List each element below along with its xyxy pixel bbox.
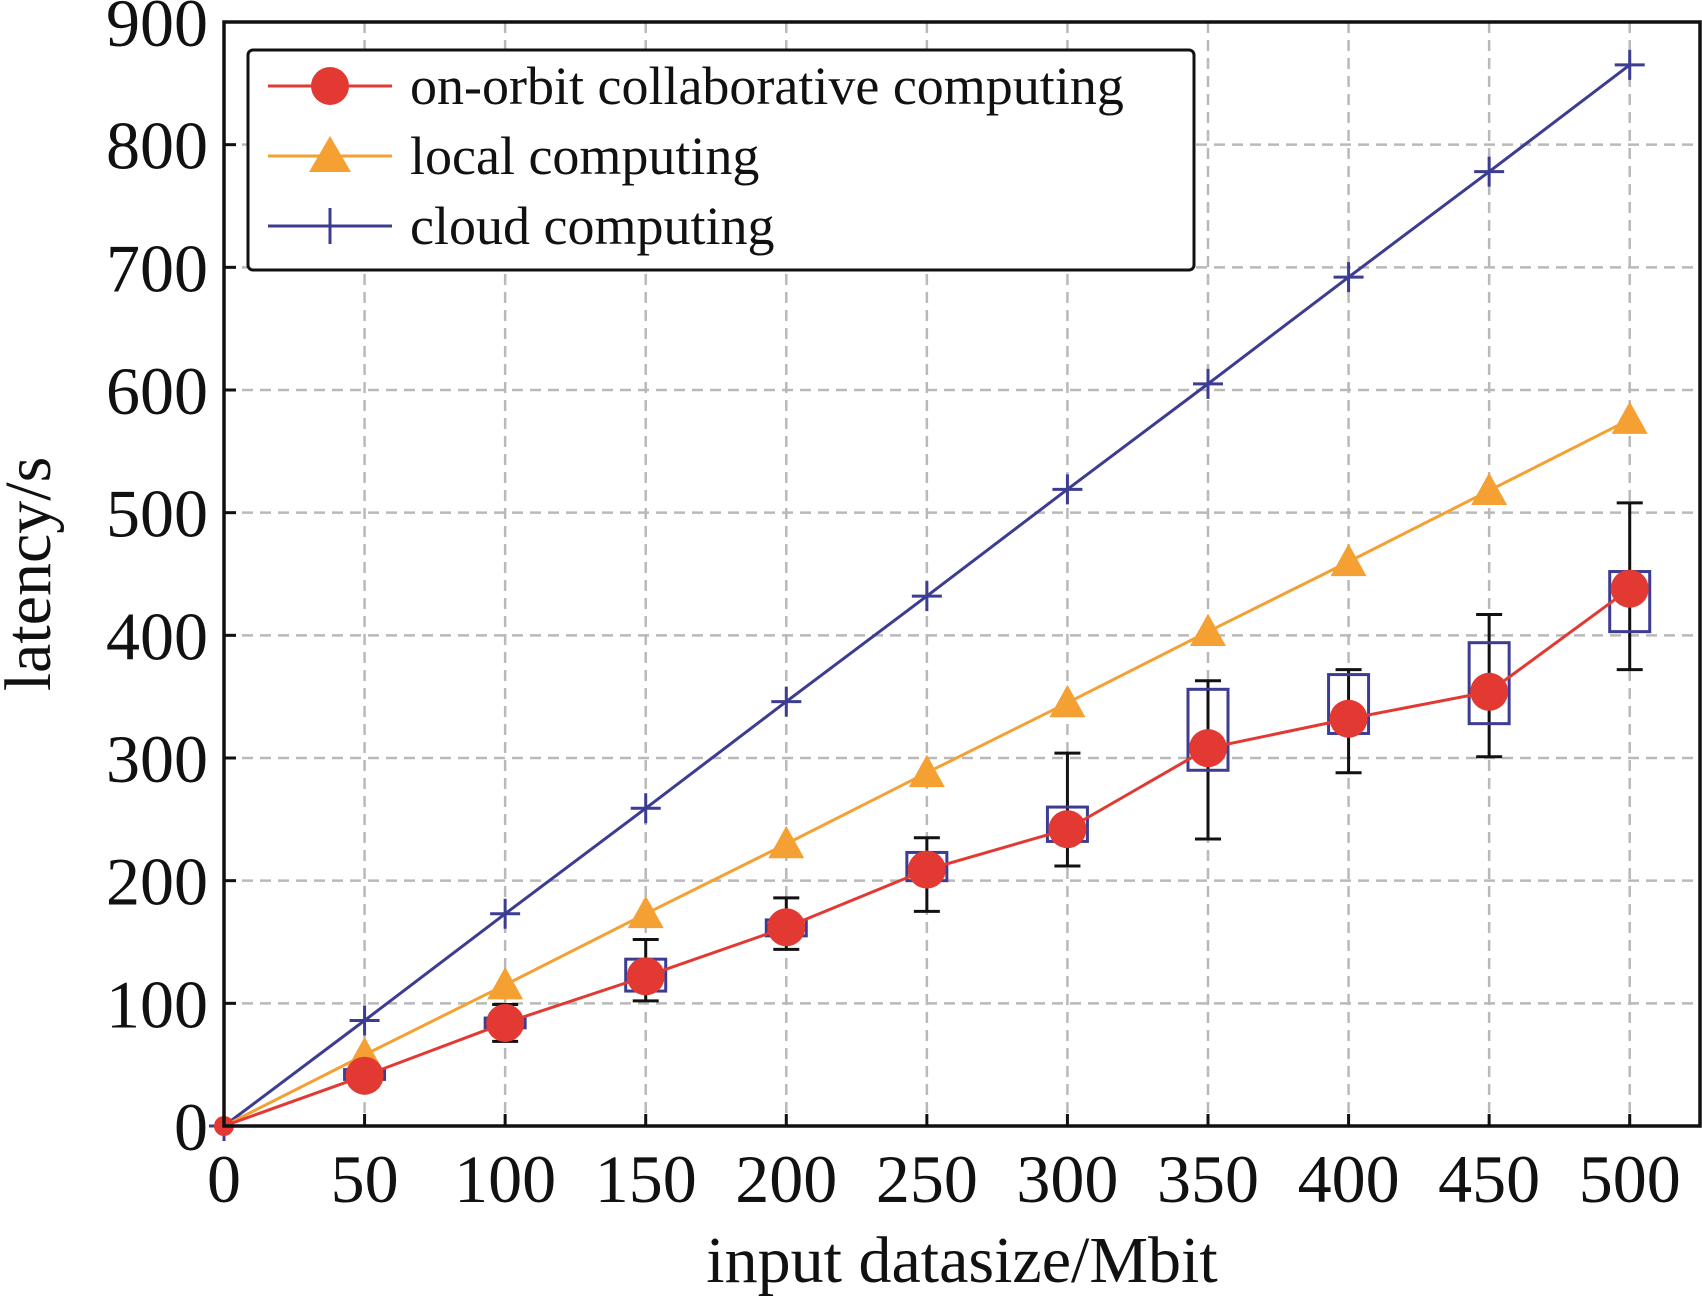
on-orbit-point [767, 908, 806, 947]
cloud-computing-point [349, 1005, 380, 1036]
x-tick-label: 200 [735, 1141, 837, 1217]
cloud-computing-point [1193, 368, 1223, 399]
legend-label-cloud: cloud computing [410, 196, 774, 256]
x-tick-label: 150 [595, 1141, 697, 1217]
y-tick-label: 800 [106, 108, 208, 184]
y-tick-label: 100 [106, 966, 208, 1042]
y-tick-label: 500 [106, 476, 208, 552]
on-orbit-box [1467, 641, 1511, 726]
cloud-computing-point [490, 898, 521, 929]
local-computing-point [1330, 543, 1367, 577]
x-tick-label: 250 [876, 1141, 978, 1217]
legend-circle-marker-icon [311, 67, 349, 105]
cloud-computing-point [1614, 49, 1645, 80]
x-tick-label: 50 [331, 1141, 399, 1217]
local-computing-point [1049, 684, 1086, 718]
local-computing-point [487, 966, 524, 1000]
on-orbit-point [626, 957, 665, 996]
y-axis-title: latency/s [0, 457, 65, 692]
on-orbit-point [1610, 569, 1649, 608]
legend: on-orbit collaborative computing local c… [246, 48, 1196, 272]
y-tick-label: 200 [106, 844, 208, 920]
legend-plus-marker-icon [312, 208, 348, 244]
on-orbit-point [907, 850, 946, 889]
plot-area [209, 49, 1652, 1141]
axis-ticks: 0 50 100 150 200 250 300 350 400 450 500 0 100 200 300… [106, 0, 1681, 1217]
y-tick-label: 0 [174, 1089, 208, 1165]
on-orbit-point [486, 1003, 525, 1042]
x-tick-label: 450 [1438, 1141, 1540, 1217]
y-tick-label: 700 [106, 230, 208, 306]
local-computing-point [768, 825, 805, 859]
x-tick-label: 300 [1016, 1141, 1118, 1217]
y-tick-label: 900 [106, 0, 208, 61]
legend-entry-local: local computing [268, 126, 759, 186]
local-computing-point [1190, 613, 1226, 647]
x-tick-label: 350 [1157, 1141, 1259, 1217]
x-tick-label: 400 [1298, 1141, 1400, 1217]
on-orbit-point [345, 1056, 384, 1095]
legend-box [246, 48, 1196, 272]
on-orbit-box [1186, 687, 1230, 772]
on-orbit-point [1189, 729, 1227, 768]
on-orbit-point [1048, 810, 1087, 849]
plot-frame [222, 20, 1702, 1128]
y-tick-label: 400 [106, 598, 208, 674]
y-tick-label: 600 [106, 353, 208, 429]
cloud-computing-point [911, 581, 942, 612]
x-tick-label: 0 [207, 1141, 241, 1217]
on-orbit-point [1329, 699, 1368, 738]
legend-entry-cloud: cloud computing [268, 196, 774, 256]
on-orbit-point [1470, 672, 1509, 711]
local-computing-point [627, 895, 664, 929]
local-computing-point [1611, 401, 1648, 434]
x-tick-label: 100 [454, 1141, 556, 1217]
x-axis-title: input datasize/Mbit [706, 1224, 1217, 1297]
x-tick-label: 500 [1579, 1141, 1681, 1217]
cloud-computing-point [771, 686, 802, 717]
local-computing-point [908, 754, 945, 788]
local-computing-point [1471, 472, 1508, 505]
y-tick-label: 300 [106, 721, 208, 797]
legend-entry-on-orbit: on-orbit collaborative computing [268, 56, 1124, 116]
legend-triangle-marker-icon [309, 136, 351, 172]
cloud-computing-point [1052, 474, 1083, 505]
cloud-computing-point [1474, 156, 1505, 187]
legend-label-local: local computing [410, 126, 759, 186]
cloud-computing-point [630, 793, 661, 824]
cloud-computing-point [1333, 262, 1364, 293]
legend-label-on-orbit: on-orbit collaborative computing [410, 56, 1124, 116]
